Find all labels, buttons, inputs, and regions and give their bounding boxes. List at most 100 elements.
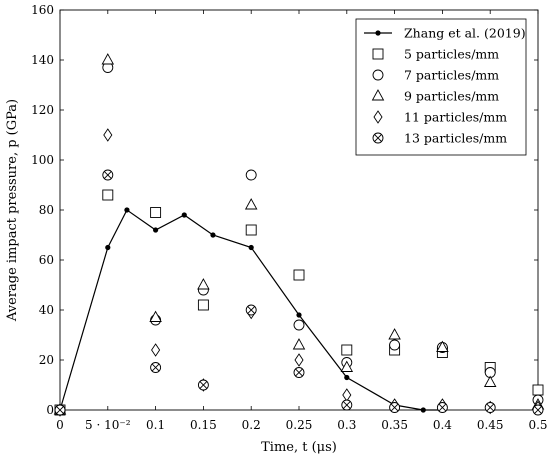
x-tick-label: 0.3 bbox=[337, 418, 356, 432]
circle-x-stroke bbox=[438, 403, 447, 412]
data-point bbox=[340, 360, 354, 372]
data-point bbox=[245, 169, 257, 181]
x-tick-label: 5 · 10⁻² bbox=[85, 418, 131, 432]
legend-marker bbox=[372, 132, 384, 144]
series-2 bbox=[54, 189, 544, 416]
circle-x-stroke bbox=[374, 134, 382, 142]
y-tick-label: 60 bbox=[39, 253, 54, 267]
data-point bbox=[102, 189, 114, 201]
legend-label: 9 particles/mm bbox=[404, 89, 499, 104]
x-tick-label: 0.25 bbox=[286, 418, 313, 432]
circle-x-stroke bbox=[199, 381, 208, 389]
y-axis-label: Average impact pressure, p (GPa) bbox=[5, 99, 20, 322]
data-point bbox=[342, 388, 352, 402]
x-tick-label: 0.15 bbox=[190, 418, 217, 432]
legend-entry: 5 particles/mm bbox=[372, 47, 499, 62]
data-point bbox=[150, 362, 162, 373]
legend-label: Zhang et al. (2019) bbox=[404, 26, 526, 41]
data-point bbox=[197, 299, 209, 311]
legend-entry: 9 particles/mm bbox=[371, 89, 499, 104]
data-point bbox=[341, 344, 353, 356]
y-tick-label: 100 bbox=[31, 153, 54, 167]
data-point bbox=[248, 244, 254, 251]
data-point bbox=[197, 278, 210, 290]
data-point bbox=[484, 402, 496, 413]
data-point bbox=[420, 407, 426, 413]
legend-marker bbox=[372, 69, 384, 81]
legend-entry: 13 particles/mm bbox=[372, 131, 507, 146]
legend-marker bbox=[371, 89, 385, 101]
circle-x-stroke bbox=[390, 403, 399, 412]
data-point bbox=[245, 304, 257, 316]
data-point bbox=[483, 375, 497, 387]
data-point bbox=[293, 367, 305, 378]
data-point bbox=[210, 232, 216, 238]
legend: Zhang et al. (2019) 5 particles/mm 7 parti… bbox=[355, 18, 527, 156]
data-point bbox=[436, 340, 449, 352]
data-point bbox=[181, 212, 187, 218]
circle-x-stroke bbox=[247, 306, 256, 314]
y-tick-label: 160 bbox=[31, 3, 54, 17]
data-point bbox=[124, 207, 130, 213]
axes: 0 5 · 10⁻² 0.1 0.15 0.2 0.25 0.3 0.35 0.4 0.45 0.5… bbox=[31, 3, 547, 432]
x-tick-label: 0 bbox=[56, 418, 64, 432]
legend-marker bbox=[375, 30, 381, 36]
y-tick-label: 40 bbox=[39, 303, 54, 317]
data-point bbox=[344, 374, 350, 381]
x-tick-label: 0.1 bbox=[146, 418, 165, 432]
data-point bbox=[244, 198, 258, 210]
data-point bbox=[54, 404, 66, 416]
data-point bbox=[436, 402, 448, 413]
data-point bbox=[389, 339, 401, 351]
x-tick-label: 0.5 bbox=[528, 418, 547, 432]
legend-entry: 11 particles/mm bbox=[373, 110, 507, 125]
data-point bbox=[150, 207, 162, 218]
data-point bbox=[341, 399, 353, 411]
legend-label: 5 particles/mm bbox=[404, 47, 499, 62]
legend-label: 11 particles/mm bbox=[404, 110, 507, 125]
data-point bbox=[532, 384, 544, 396]
data-point bbox=[151, 343, 161, 357]
x-axis-label: Time, t (μs) bbox=[261, 440, 337, 455]
circle-x-stroke bbox=[103, 171, 112, 179]
data-point bbox=[293, 319, 305, 331]
data-point bbox=[293, 269, 305, 281]
data-point bbox=[153, 227, 159, 233]
y-tick-label: 80 bbox=[39, 203, 54, 217]
circle-x-stroke bbox=[342, 401, 351, 409]
circle-x-stroke bbox=[56, 406, 64, 414]
data-point bbox=[388, 328, 401, 340]
y-tick-label: 140 bbox=[31, 53, 54, 67]
x-tick-label: 0.2 bbox=[242, 418, 261, 432]
data-point bbox=[245, 224, 257, 236]
circle-x-stroke bbox=[534, 406, 542, 414]
data-point bbox=[296, 312, 302, 318]
data-point bbox=[101, 53, 115, 65]
data-point bbox=[102, 169, 114, 181]
data-point bbox=[292, 338, 306, 350]
legend-entry: 7 particles/mm bbox=[372, 68, 499, 83]
legend-marker bbox=[372, 48, 384, 60]
data-point bbox=[389, 402, 401, 413]
legend-label: 7 particles/mm bbox=[404, 68, 499, 83]
x-tick-label: 0.4 bbox=[433, 418, 452, 432]
data-point bbox=[149, 310, 162, 322]
data-point bbox=[294, 353, 304, 367]
y-tick-label: 0 bbox=[46, 403, 54, 417]
y-tick-label: 120 bbox=[31, 103, 54, 117]
legend-marker bbox=[373, 110, 383, 124]
plot-area bbox=[53, 53, 545, 417]
data-point bbox=[103, 128, 113, 142]
y-tick-label: 20 bbox=[39, 353, 54, 367]
legend-box bbox=[355, 18, 527, 156]
x-tick-label: 0.35 bbox=[381, 418, 408, 432]
legend-entry: Zhang et al. (2019) bbox=[364, 26, 526, 41]
legend-label: 13 particles/mm bbox=[404, 131, 507, 146]
data-point bbox=[532, 404, 544, 416]
series-6 bbox=[54, 169, 544, 416]
data-point bbox=[105, 244, 111, 251]
x-tick-label: 0.45 bbox=[477, 418, 504, 432]
circle-x-stroke bbox=[151, 363, 160, 372]
circle-x-stroke bbox=[486, 403, 495, 412]
